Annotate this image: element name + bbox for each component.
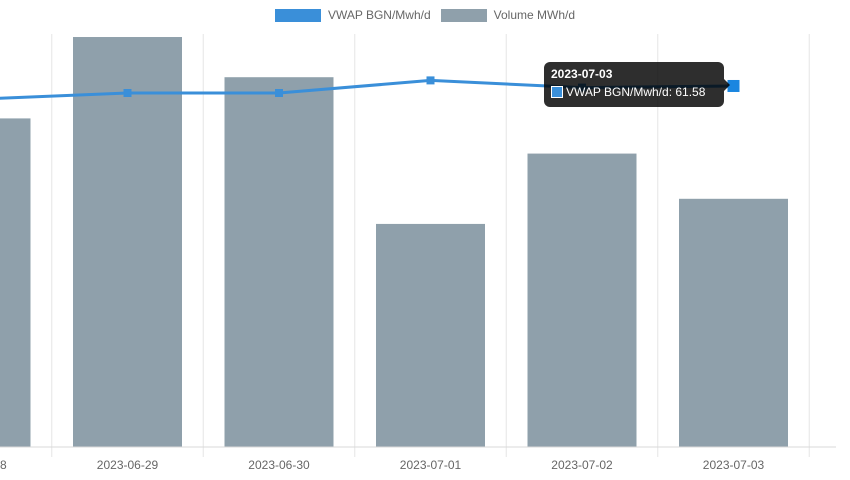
x-tick-label: 2023-06-30 <box>248 458 310 472</box>
bar-volume[interactable] <box>73 37 182 448</box>
point-vwap[interactable] <box>123 89 132 97</box>
tooltip-value: VWAP BGN/Mwh/d: 61.58 <box>566 85 706 99</box>
bar-volume[interactable] <box>679 198 788 447</box>
tooltip: 2023-07-03 VWAP BGN/Mwh/d: 61.58 <box>544 62 730 107</box>
bar-volume[interactable] <box>224 77 334 448</box>
point-vwap-active[interactable] <box>727 79 740 92</box>
legend-item-volume[interactable]: Volume MWh/d <box>440 8 576 22</box>
x-tick-label: 2023-07-03 <box>703 458 765 472</box>
legend-item-vwap[interactable]: VWAP BGN/Mwh/d <box>274 8 431 22</box>
legend-label-vwap: VWAP BGN/Mwh/d <box>327 8 431 22</box>
legend-swatch-vwap <box>274 8 321 22</box>
point-vwap[interactable] <box>426 76 435 85</box>
x-tick-label: 2023-07-01 <box>400 458 462 472</box>
bar-volume[interactable] <box>0 118 31 448</box>
x-tick-label: 2023-06-28 <box>0 458 7 472</box>
tooltip-row: VWAP BGN/Mwh/d: 61.58 <box>551 85 717 99</box>
legend-label-volume: Volume MWh/d <box>493 8 576 22</box>
bar-volume[interactable] <box>527 153 637 447</box>
bar-volume[interactable] <box>376 223 485 447</box>
legend: VWAP BGN/Mwh/d Volume MWh/d <box>0 8 850 22</box>
legend-swatch-volume <box>440 8 487 22</box>
tooltip-swatch <box>551 86 563 98</box>
x-tick-label: 2023-07-02 <box>551 458 613 472</box>
point-vwap[interactable] <box>275 89 283 97</box>
tooltip-caret <box>724 79 730 91</box>
tooltip-title: 2023-07-03 <box>551 67 613 81</box>
x-tick-label: 2023-06-29 <box>97 458 159 472</box>
